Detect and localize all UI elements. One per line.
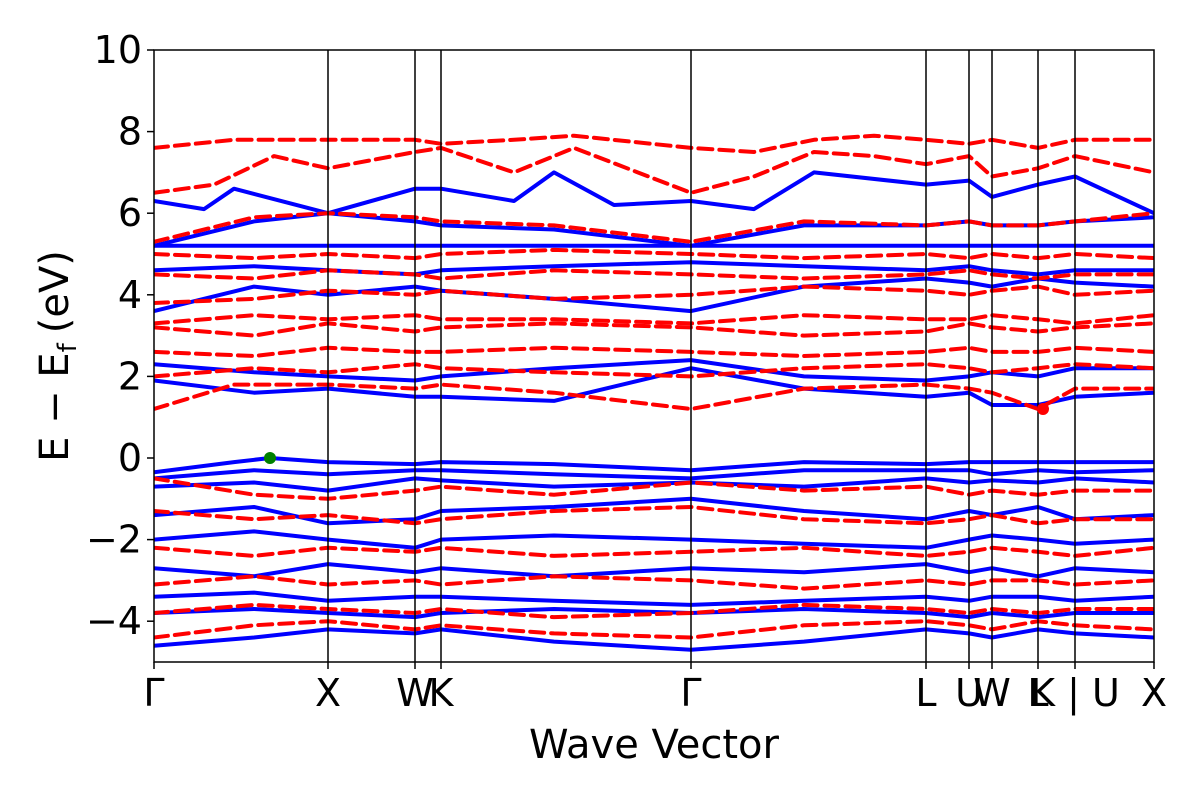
y-axis-ticks: −4 −2 0 2 4 6 8 10 xyxy=(86,28,154,643)
spin-down-band-1 xyxy=(154,505,1154,526)
x-tick-label-3: K xyxy=(429,671,455,715)
extrema-markers xyxy=(264,403,1049,464)
y-tick-label-6: 8 xyxy=(118,110,142,154)
y-tick-label-1: −2 xyxy=(86,518,142,562)
y-axis-label-subscript: f xyxy=(53,342,83,352)
spin-down-band-13 xyxy=(154,247,1154,261)
x-tick-label-8: L xyxy=(1027,671,1048,715)
spin-down-band-3 xyxy=(154,574,1154,591)
spin-up-band-8 xyxy=(154,627,1154,652)
spin-up-band-1 xyxy=(154,468,1154,481)
bands-group xyxy=(154,133,1154,652)
y-tick-label-4: 4 xyxy=(118,273,142,317)
y-tick-label-5: 6 xyxy=(118,191,142,235)
spin-down-band-7 xyxy=(154,362,1154,379)
x-tick-label-2: W xyxy=(396,671,434,715)
spin-down-band-16 xyxy=(154,133,1154,154)
spin-up-band-5 xyxy=(154,562,1154,579)
spin-up-band-10 xyxy=(154,358,1154,383)
x-tick-label-1: X xyxy=(315,671,341,715)
y-tick-label-0: −4 xyxy=(86,599,142,643)
spin-down-band-8 xyxy=(154,345,1154,358)
spin-up-band-14 xyxy=(154,211,1154,248)
spin-up-band-3 xyxy=(154,496,1154,526)
spin-up-band-4 xyxy=(154,529,1154,550)
spin-up-band-11 xyxy=(154,276,1154,314)
x-tick-label-0: Γ xyxy=(143,671,164,715)
y-axis-label-unit: (eV) xyxy=(32,250,78,333)
y-tick-label-7: 10 xyxy=(94,28,142,72)
spin-down-band-11 xyxy=(154,284,1154,305)
vbm-marker xyxy=(264,452,276,464)
cbm-marker xyxy=(1037,403,1049,416)
spin-up-band-6 xyxy=(154,590,1154,607)
spin-down-band-2 xyxy=(154,545,1154,558)
spin-down-band-5 xyxy=(154,619,1154,640)
x-axis-label: Wave Vector xyxy=(529,722,780,768)
spin-down-band-15 xyxy=(154,145,1154,195)
spin-down-band-0 xyxy=(154,476,1154,501)
spin-down-band-14 xyxy=(154,211,1154,244)
x-tick-label-5: L xyxy=(915,671,936,715)
y-tick-label-2: 0 xyxy=(118,436,142,480)
kpoint-lines xyxy=(327,50,1076,662)
x-tick-label-9: K | U xyxy=(1030,671,1120,716)
spin-down-band-12 xyxy=(154,268,1154,281)
spin-down-band-6 xyxy=(154,382,1154,411)
y-axis-label-main: E − E xyxy=(32,352,78,462)
plot-frame xyxy=(153,49,1155,663)
spin-down-band-10 xyxy=(154,313,1154,326)
spin-up-band-15 xyxy=(154,170,1154,216)
y-tick-label-3: 2 xyxy=(118,354,142,398)
y-axis-label: E − Ef (eV) xyxy=(32,250,83,462)
x-tick-label-7: W xyxy=(973,671,1011,715)
x-tick-label-10: X xyxy=(1141,671,1167,715)
spin-down-band-9 xyxy=(154,321,1154,338)
spin-up-band-7 xyxy=(154,607,1154,620)
spin-up-band-0 xyxy=(154,456,1154,475)
x-tick-label-4: Γ xyxy=(680,671,701,715)
x-tick-label-6: U xyxy=(955,671,983,715)
spin-down-band-4 xyxy=(154,602,1154,620)
